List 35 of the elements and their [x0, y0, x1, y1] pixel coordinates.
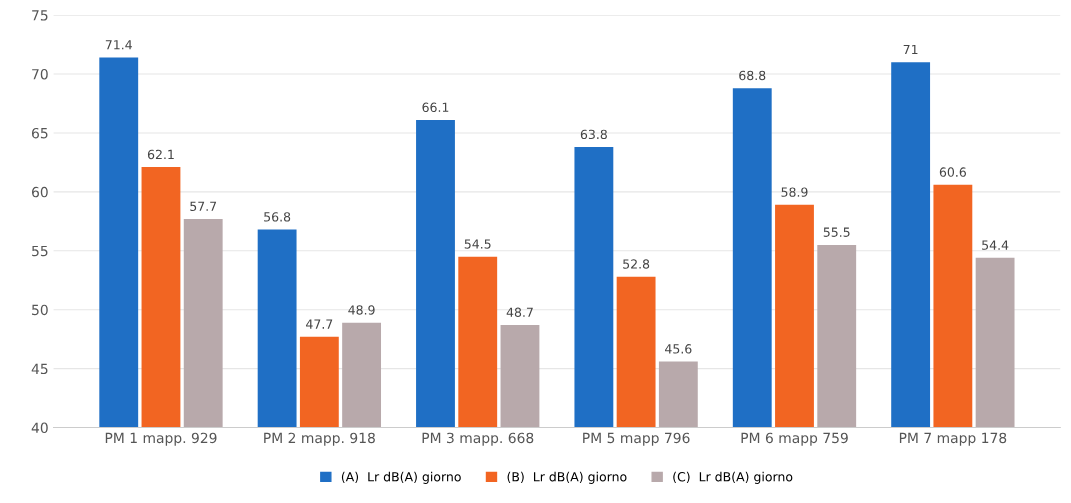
data-label: 63.8: [580, 129, 607, 140]
x-tick-label: PM 1 mapp. 929: [105, 432, 217, 446]
data-label: 55.5: [823, 227, 850, 237]
data-label: 48.9: [348, 305, 375, 315]
x-tick-label: PM 5 mapp 796: [583, 432, 690, 446]
legend-label: (A) Lr dB(A) giorno: [341, 471, 461, 484]
y-tick-label: 60: [31, 186, 48, 198]
data-label: 68.8: [739, 70, 766, 81]
data-label: 57.7: [190, 201, 217, 211]
y-tick-label: 55: [32, 245, 48, 257]
data-label: 60.6: [939, 167, 966, 177]
data-label: 58.9: [781, 187, 808, 197]
x-tick-label: PM 2 mapp. 918: [264, 432, 375, 446]
data-label: 45.6: [665, 344, 692, 354]
x-tick-label: PM 3 mapp. 668: [422, 432, 534, 446]
data-label: 71: [903, 44, 918, 55]
y-tick-label: 65: [31, 127, 48, 139]
data-label: 56.8: [264, 212, 291, 222]
data-label: 48.7: [506, 307, 533, 318]
y-tick-label: 50: [32, 304, 48, 316]
legend-label: (B) Lr dB(A) giorno: [507, 471, 627, 484]
y-tick-label: 70: [32, 68, 48, 80]
x-tick-label: PM 7 mapp 178: [899, 432, 1007, 446]
data-label: 52.8: [623, 259, 650, 269]
data-label: 54.5: [464, 239, 491, 249]
data-label: 66.1: [422, 102, 449, 112]
data-label: 54.4: [982, 240, 1009, 250]
y-tick-label: 45: [31, 363, 48, 375]
data-label: 71.4: [105, 40, 132, 50]
data-label: 47.7: [306, 319, 333, 329]
y-tick-label: 40: [31, 422, 48, 434]
y-tick-label: 75: [32, 10, 48, 21]
data-label: 62.1: [147, 149, 174, 160]
x-tick-label: PM 6 mapp 759: [741, 432, 848, 446]
legend-label: (C) Lr dB(A) giorno: [673, 471, 793, 484]
